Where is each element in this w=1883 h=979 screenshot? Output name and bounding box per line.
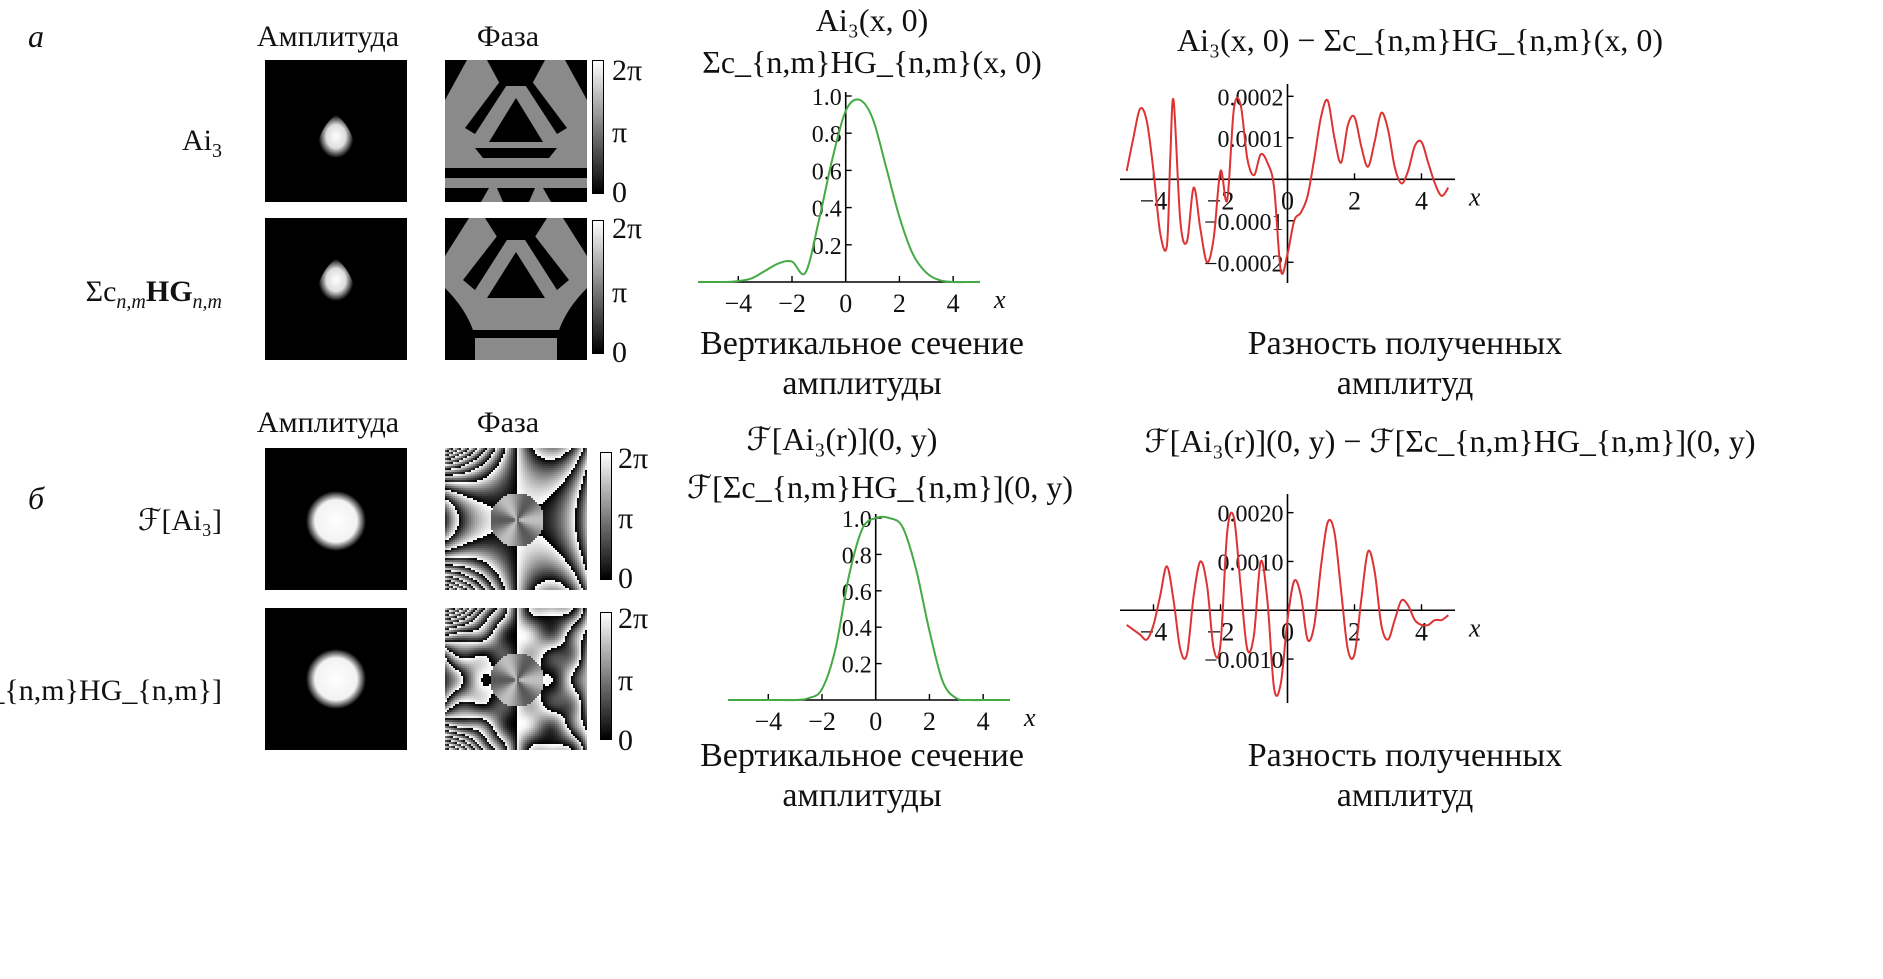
amplitude-image-ai3 xyxy=(265,60,407,202)
a-section-x-tick-label: 2 xyxy=(893,289,906,318)
a-section-y-tick-label: 0.2 xyxy=(812,234,842,260)
a-diff-y-tick-label: 0.0002 xyxy=(1218,85,1284,111)
b-diff-x-label: x xyxy=(1468,613,1480,642)
b-section-series-line xyxy=(728,515,1010,702)
panel-a-phase-header: Фаза xyxy=(476,20,540,53)
b-section-y-tick-label: 0.2 xyxy=(842,653,872,679)
b-section-x-tick-label: 0 xyxy=(869,707,882,736)
a-diff-chart: −4 −2 0 2 4 x −0.0002 −0.0001 0.0001 0.0002 xyxy=(1120,84,1480,283)
row-label-fourier-ai3: ℱ[Ai₃] xyxy=(137,504,222,537)
colorbar-a2 xyxy=(592,220,604,354)
b-diff-title: ℱ[Ai₃(r)](0, y) − ℱ[Σc_{n,m}HG_{n,m}](0,… xyxy=(1144,423,1756,459)
colorbar-b1-bottom: 0 xyxy=(618,562,633,595)
a-section-y-tick-label: 1.0 xyxy=(812,85,842,111)
a-section-x-tick-label: −4 xyxy=(724,289,752,318)
phase-image-ai3 xyxy=(445,60,587,202)
a-section-caption-line1: Вертикальное сечение xyxy=(700,325,1024,362)
a-section-caption-line2: амплитуды xyxy=(782,364,942,402)
b-section-y-tick-label: 0.4 xyxy=(842,616,872,642)
amplitude-image-sum-hg xyxy=(265,218,407,360)
a-diff-x-tick-label: 0 xyxy=(1281,186,1294,215)
amplitude-image-fourier-ai3 xyxy=(265,448,407,590)
phase-image-fourier-ai3 xyxy=(445,448,587,590)
panel-b-phase-header: Фаза xyxy=(476,406,540,439)
b-section-x-tick-label: 4 xyxy=(977,707,990,736)
b-section-title-1: ℱ[Ai₃(r)](0, y) xyxy=(746,421,938,457)
b-diff-caption-line2: амплитуд xyxy=(1336,776,1474,814)
a-section-series-line xyxy=(698,98,980,284)
a-section-title-1: Ai₃(x, 0) xyxy=(815,2,929,38)
b-section-y-tick-label: 1.0 xyxy=(842,507,872,533)
a-diff-y-tick-label: −0.0001 xyxy=(1204,210,1284,236)
a-diff-y-tick-label: −0.0002 xyxy=(1204,251,1284,277)
b-diff-y-tick-label: 0.0010 xyxy=(1218,550,1284,576)
a-diff-x-tick-label: 4 xyxy=(1415,186,1428,215)
a-diff-series-line xyxy=(1125,96,1450,275)
phase-image-sum-hg xyxy=(445,218,587,360)
colorbar-b1-mid: π xyxy=(618,502,634,535)
panel-b-amplitude-header: Амплитуда xyxy=(256,406,400,439)
b-diff-caption-line1: Разность полученных xyxy=(1247,737,1563,774)
panel-b-letter: б xyxy=(28,480,45,516)
a-diff-title: Ai₃(x, 0) − Σc_{n,m}HG_{n,m}(x, 0) xyxy=(1176,22,1664,58)
a-diff-y-tick-label: 0.0001 xyxy=(1218,127,1284,153)
colorbar-b1-top: 2π xyxy=(618,442,649,475)
a-section-title-2: Σc_{n,m}HG_{n,m}(x, 0) xyxy=(702,44,1042,80)
row-label-fourier-sum-hg: ℱ[Σc_{n,m}HG_{n,m}] xyxy=(0,674,222,707)
colorbar-a1 xyxy=(592,60,604,194)
b-section-caption-line1: Вертикальное сечение xyxy=(700,737,1024,774)
a-diff-caption-line1: Разность полученных xyxy=(1247,325,1563,362)
panel-a-amplitude-header: Амплитуда xyxy=(256,20,400,53)
phase-image-fourier-sum-hg xyxy=(445,608,587,750)
b-diff-caption: Разность полученных амплитуд xyxy=(1248,736,1563,816)
colorbar-b2-mid: π xyxy=(618,664,634,697)
b-section-caption: Вертикальное сечение амплитуды xyxy=(700,736,1024,816)
a-diff-x-tick-label: 2 xyxy=(1348,186,1361,215)
b-section-chart: −4 −2 0 2 4 x0.20.40.60.81.0 xyxy=(728,507,1036,736)
colorbar-a1-mid: π xyxy=(612,116,628,149)
a-section-x-tick-label: −2 xyxy=(778,289,806,318)
row-label-sum-hg: Σcn,mHGn,m xyxy=(85,275,222,313)
a-diff-x-label: x xyxy=(1468,182,1480,211)
b-section-x-label: x xyxy=(1023,703,1036,732)
a-section-y-tick-label: 0.4 xyxy=(812,197,842,223)
b-section-caption-line2: амплитуды xyxy=(782,776,942,814)
a-section-x-tick-label: 4 xyxy=(947,289,960,318)
colorbar-b2-bottom: 0 xyxy=(618,724,633,757)
a-diff-x-tick-label: −4 xyxy=(1140,186,1168,215)
colorbar-b2 xyxy=(600,612,612,740)
a-section-chart: −4 −2 0 2 4 x0.20.40.60.81.0 xyxy=(698,85,1006,318)
b-diff-series-line xyxy=(1126,511,1449,697)
a-section-caption: Вертикальное сечение амплитуды xyxy=(700,324,1024,404)
b-diff-x-tick-label: 0 xyxy=(1281,617,1294,646)
a-diff-caption-line2: амплитуд xyxy=(1336,364,1474,402)
a-diff-x-tick-label: −2 xyxy=(1207,186,1235,215)
colorbar-a1-bottom: 0 xyxy=(612,176,627,209)
b-section-x-tick-label: −2 xyxy=(808,707,836,736)
colorbar-a2-top: 2π xyxy=(612,212,643,245)
colorbar-a2-bottom: 0 xyxy=(612,336,627,369)
a-section-x-label: x xyxy=(993,285,1006,314)
b-section-x-tick-label: −4 xyxy=(754,707,782,736)
b-diff-x-tick-label: 4 xyxy=(1415,617,1428,646)
colorbar-b2-top: 2π xyxy=(618,602,649,635)
amplitude-image-fourier-sum-hg xyxy=(265,608,407,750)
colorbar-a1-top: 2π xyxy=(612,54,643,87)
b-section-x-tick-label: 2 xyxy=(923,707,936,736)
row-label-ai3: Ai3 xyxy=(182,124,222,162)
colorbar-b1 xyxy=(600,452,612,580)
a-diff-caption: Разность полученных амплитуд xyxy=(1248,324,1563,404)
a-section-x-tick-label: 0 xyxy=(839,289,852,318)
colorbar-a2-mid: π xyxy=(612,276,628,309)
panel-a-letter: а xyxy=(28,18,44,54)
b-section-title-2: ℱ[Σc_{n,m}HG_{n,m}](0, y) xyxy=(686,469,1074,505)
